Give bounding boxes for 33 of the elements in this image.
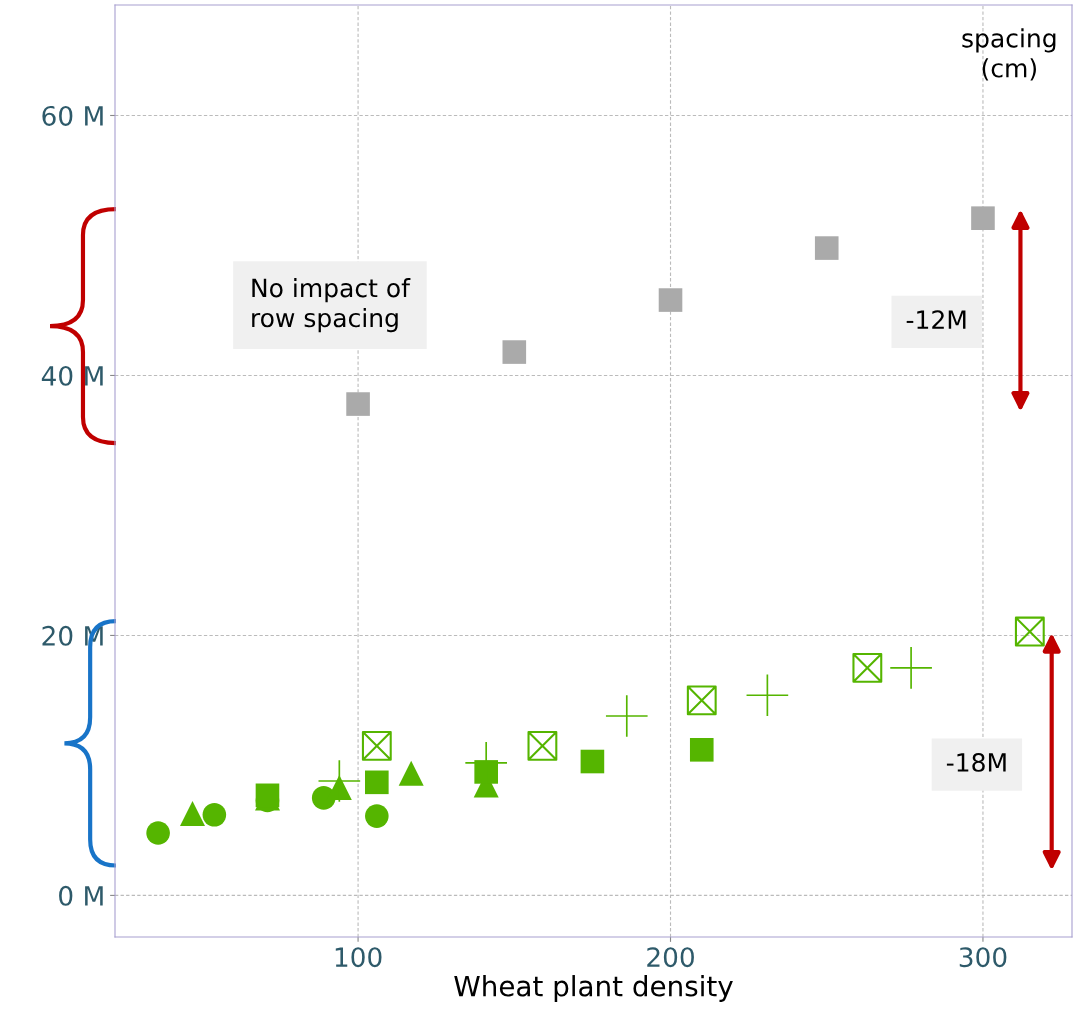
point: [890, 647, 932, 689]
point: [689, 738, 714, 762]
y-tick-label: 40 M: [41, 365, 103, 386]
point: [527, 730, 558, 761]
point: [179, 801, 205, 827]
point: [346, 392, 370, 416]
point: [1014, 616, 1045, 647]
point: [365, 804, 389, 828]
x-tick-label: 200: [647, 947, 694, 968]
point: [814, 236, 839, 260]
point: [605, 695, 648, 737]
x-axis-title: Wheat plant density: [454, 975, 733, 1002]
annotation: -18M: [946, 752, 1006, 772]
point: [746, 674, 789, 717]
point: [852, 653, 883, 683]
y-tick-label: 0 M: [59, 885, 103, 906]
annotation: No impact of row spacing: [252, 278, 411, 333]
point: [658, 288, 683, 312]
point: [686, 685, 717, 716]
point: [365, 770, 389, 795]
annotation: -12M: [906, 310, 966, 329]
annotation: spacing (cm): [962, 28, 1056, 81]
x-tick-label: 300: [959, 947, 1007, 968]
point: [580, 749, 605, 774]
point: [318, 760, 361, 802]
x-tick-label: 100: [335, 947, 382, 968]
y-tick-label: 60 M: [42, 105, 103, 126]
point: [502, 340, 527, 364]
point: [361, 730, 392, 761]
point: [202, 803, 227, 827]
point: [398, 760, 424, 786]
point: [146, 821, 170, 845]
point: [971, 206, 995, 230]
